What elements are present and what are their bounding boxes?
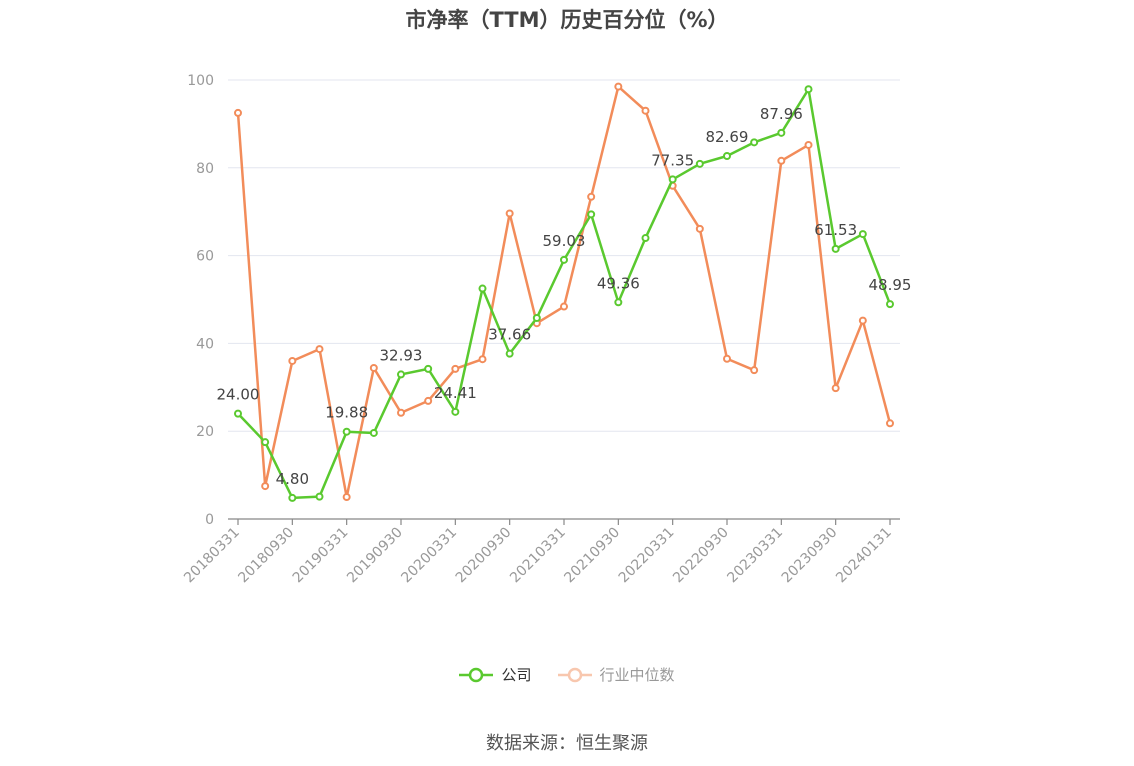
data-point-0 xyxy=(424,364,433,373)
data-point-1 xyxy=(288,356,297,365)
data-point-1 xyxy=(451,364,460,373)
legend-label-company: 公司 xyxy=(501,666,532,684)
x-tick-label: 20190930 xyxy=(344,525,406,587)
data-point-1 xyxy=(342,493,351,502)
data-point-0 xyxy=(695,159,704,168)
data-point-1 xyxy=(424,396,433,405)
data-point-0 xyxy=(587,210,596,219)
data-point-0 xyxy=(804,85,813,94)
data-point-1 xyxy=(478,355,487,364)
chart-title: 市净率（TTM）历史百分位（%） xyxy=(405,8,729,32)
y-tick-label: 0 xyxy=(205,512,214,528)
data-point-1 xyxy=(831,384,840,393)
data-label: 4.80 xyxy=(276,470,309,488)
data-label: 82.69 xyxy=(706,128,749,146)
data-point-0 xyxy=(532,313,541,322)
data-label: 77.35 xyxy=(651,151,694,169)
data-point-0 xyxy=(886,300,894,309)
data-point-0 xyxy=(315,492,324,501)
data-point-0 xyxy=(641,234,650,243)
data-point-0 xyxy=(668,175,677,184)
x-tick-label: 20210331 xyxy=(507,525,569,587)
data-point-1 xyxy=(505,209,514,218)
data-point-0 xyxy=(560,255,568,264)
data-point-1 xyxy=(587,192,596,201)
data-point-0 xyxy=(234,409,242,418)
x-tick-label: 20230930 xyxy=(779,525,841,587)
legend-item-company[interactable]: 公司 xyxy=(459,664,532,685)
data-point-0 xyxy=(723,151,731,160)
data-point-0 xyxy=(261,438,270,447)
data-point-1 xyxy=(369,363,378,372)
legend-label-industry-median: 行业中位数 xyxy=(599,666,675,684)
data-point-1 xyxy=(858,316,867,325)
data-point-0 xyxy=(369,428,378,437)
y-tick-label: 80 xyxy=(196,161,214,177)
data-point-1 xyxy=(560,302,568,311)
data-point-0 xyxy=(288,493,297,502)
x-tick-label: 20230331 xyxy=(724,525,786,587)
data-label: 87.96 xyxy=(760,105,803,123)
x-tick-label: 20220331 xyxy=(616,525,678,587)
data-point-0 xyxy=(478,284,487,293)
data-point-0 xyxy=(831,244,840,253)
data-label: 32.93 xyxy=(380,346,423,364)
legend: 公司 行业中位数 xyxy=(0,664,1134,685)
y-tick-label: 20 xyxy=(196,424,214,440)
data-point-1 xyxy=(641,106,650,115)
data-label: 24.41 xyxy=(434,384,477,402)
data-label: 24.00 xyxy=(217,386,260,404)
legend-company-marker-icon xyxy=(459,667,494,682)
data-label: 61.53 xyxy=(814,221,857,239)
data-label: 59.03 xyxy=(543,232,586,250)
data-point-1 xyxy=(315,345,324,354)
data-point-0 xyxy=(397,370,405,379)
data-point-1 xyxy=(886,419,894,428)
data-point-1 xyxy=(750,366,759,375)
data-point-0 xyxy=(505,349,514,358)
data-point-1 xyxy=(234,108,242,117)
data-point-1 xyxy=(614,82,623,91)
data-label: 37.66 xyxy=(488,326,531,344)
data-label: 49.36 xyxy=(597,274,640,292)
x-tick-label: 20210930 xyxy=(561,525,623,587)
data-point-0 xyxy=(750,138,759,147)
data-point-0 xyxy=(342,427,351,436)
x-tick-label: 20200331 xyxy=(398,525,460,587)
x-tick-label: 20180331 xyxy=(181,525,243,587)
data-source: 数据来源：恒生聚源 xyxy=(486,733,648,754)
data-point-0 xyxy=(451,407,460,416)
legend-industry-marker-icon xyxy=(557,667,592,682)
x-tick-label: 20200930 xyxy=(453,525,515,587)
data-label: 19.88 xyxy=(325,404,368,422)
x-tick-label: 20190331 xyxy=(290,525,352,587)
x-tick-label: 20220930 xyxy=(670,525,732,587)
data-point-0 xyxy=(777,128,786,137)
data-point-1 xyxy=(695,224,704,233)
series-line-1 xyxy=(236,85,892,499)
data-point-0 xyxy=(614,298,623,307)
legend-item-industry-median[interactable]: 行业中位数 xyxy=(557,664,675,685)
data-point-1 xyxy=(804,140,813,149)
y-tick-label: 60 xyxy=(196,249,214,265)
x-tick-label: 20180930 xyxy=(235,525,297,587)
data-label: 48.95 xyxy=(869,276,912,294)
x-tick-label: 20240131 xyxy=(833,525,895,587)
data-point-0 xyxy=(858,230,867,239)
y-tick-label: 100 xyxy=(187,73,214,89)
data-point-1 xyxy=(261,482,270,491)
data-point-1 xyxy=(723,354,731,363)
data-point-1 xyxy=(397,408,405,417)
y-tick-label: 40 xyxy=(196,336,214,352)
data-point-1 xyxy=(777,156,786,165)
